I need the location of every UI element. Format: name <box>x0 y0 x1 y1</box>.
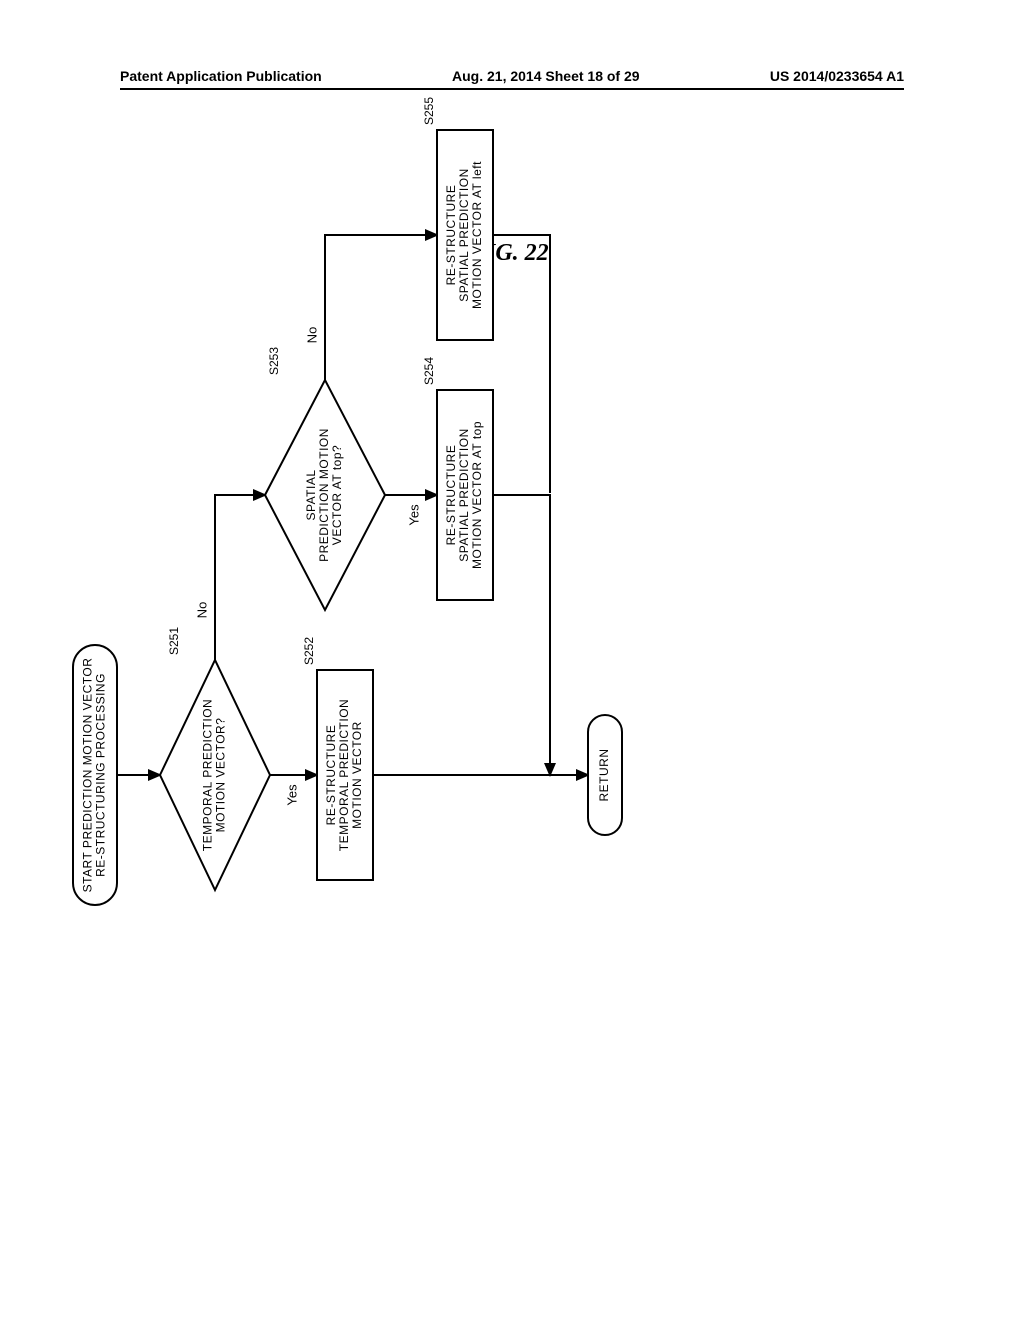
svg-text:S252: S252 <box>302 637 316 665</box>
svg-text:Yes: Yes <box>406 504 421 526</box>
svg-text:MOTION VECTOR: MOTION VECTOR <box>350 721 364 829</box>
flowchart-svg: Yes No Yes No START PREDICTION MOTION VECTOR… <box>45 95 665 1055</box>
svg-text:SPATIAL PREDICTION: SPATIAL PREDICTION <box>457 428 471 561</box>
svg-text:S255: S255 <box>422 97 436 125</box>
header-right: US 2014/0233654 A1 <box>770 68 904 84</box>
svg-text:MOTION VECTOR?: MOTION VECTOR? <box>214 718 228 833</box>
header-center: Aug. 21, 2014 Sheet 18 of 29 <box>452 68 640 84</box>
header-left: Patent Application Publication <box>120 68 322 84</box>
svg-text:START PREDICTION MOTION VECTOR: START PREDICTION MOTION VECTOR <box>81 658 95 893</box>
svg-text:TEMPORAL PREDICTION: TEMPORAL PREDICTION <box>337 699 351 851</box>
svg-text:RE-STRUCTURE: RE-STRUCTURE <box>444 185 458 286</box>
svg-text:RE-STRUCTURING PROCESSING: RE-STRUCTURING PROCESSING <box>94 673 108 877</box>
svg-text:MOTION VECTOR AT left: MOTION VECTOR AT left <box>470 161 484 309</box>
svg-text:RE-STRUCTURE: RE-STRUCTURE <box>324 725 338 826</box>
svg-text:Yes: Yes <box>284 784 299 806</box>
svg-text:SPATIAL PREDICTION: SPATIAL PREDICTION <box>457 168 471 301</box>
svg-text:RETURN: RETURN <box>597 749 611 802</box>
svg-text:S254: S254 <box>422 357 436 385</box>
patent-header: Patent Application Publication Aug. 21, … <box>120 68 904 90</box>
svg-text:S253: S253 <box>267 347 281 375</box>
svg-text:PREDICTION MOTION: PREDICTION MOTION <box>317 428 331 562</box>
svg-text:VECTOR AT top?: VECTOR AT top? <box>330 445 344 545</box>
svg-text:SPATIAL: SPATIAL <box>304 469 318 520</box>
svg-text:No: No <box>194 602 209 619</box>
page: Patent Application Publication Aug. 21, … <box>0 0 1024 1320</box>
svg-text:TEMPORAL PREDICTION: TEMPORAL PREDICTION <box>201 699 215 851</box>
svg-text:No: No <box>304 327 319 344</box>
flowchart-diagram: Yes No Yes No START PREDICTION MOTION VECTOR… <box>45 275 1015 1055</box>
svg-text:RE-STRUCTURE: RE-STRUCTURE <box>444 445 458 546</box>
svg-text:MOTION VECTOR AT top: MOTION VECTOR AT top <box>470 421 484 569</box>
svg-text:S251: S251 <box>167 627 181 655</box>
